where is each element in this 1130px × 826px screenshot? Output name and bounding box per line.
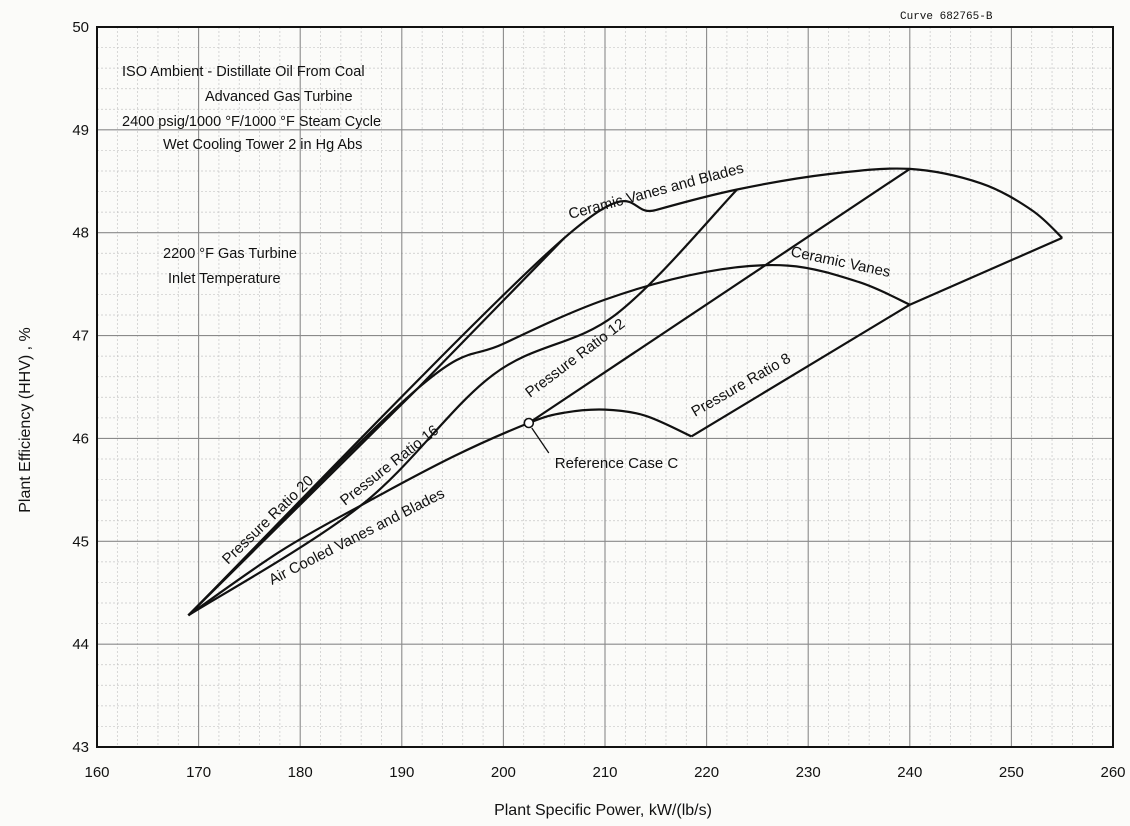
series-line-air-cooled-vanes-and-blades <box>187 408 692 617</box>
y-tick-label: 48 <box>72 225 89 242</box>
y-tick-label: 47 <box>72 328 89 345</box>
x-tick-label: 240 <box>897 764 922 781</box>
y-tick-label: 44 <box>72 636 89 653</box>
series-line-ceramic-vanes <box>187 263 911 617</box>
y-tick-label: 45 <box>72 533 89 550</box>
x-tick-label: 160 <box>84 764 109 781</box>
tick-labels: 160 170 180 190 200 210 220 230 240 250 260 43 44 45 4… <box>72 19 1125 781</box>
reference-case-c-leader <box>531 427 550 454</box>
y-axis-label: Plant Efficiency (HHV) , % <box>17 327 34 513</box>
reference-case-c-label: Reference Case C <box>555 455 679 472</box>
series-line-ceramic-vanes-and-blades <box>187 167 1063 617</box>
x-tick-label: 220 <box>694 764 719 781</box>
reference-case-c-point <box>523 417 535 429</box>
figure-id: Curve 682765-B <box>900 11 993 23</box>
label-pressure-ratio-20: Pressure Ratio 20 <box>219 472 317 568</box>
grid-major <box>97 27 1113 747</box>
note-line-2: Advanced Gas Turbine <box>205 89 353 105</box>
x-axis-label: Plant Specific Power, kW/(lb/s) <box>494 802 712 819</box>
x-tick-label: 250 <box>999 764 1024 781</box>
plot-frame <box>96 26 1114 748</box>
note-line-5: 2200 °F Gas Turbine <box>163 246 297 262</box>
x-tick-label: 230 <box>796 764 821 781</box>
x-tick-label: 210 <box>592 764 617 781</box>
x-tick-label: 180 <box>288 764 313 781</box>
series-line-pressure-ratio-8 <box>690 236 1063 438</box>
curves <box>187 167 1063 617</box>
note-line-1: ISO Ambient - Distillate Oil From Coal <box>122 64 365 80</box>
note-line-3: 2400 psig/1000 °F/1000 °F Steam Cycle <box>122 114 381 130</box>
y-tick-label: 49 <box>72 122 89 139</box>
series-line-pressure-ratio-16 <box>187 188 738 617</box>
note-line-6: Inlet Temperature <box>168 271 281 287</box>
x-tick-label: 260 <box>1100 764 1125 781</box>
x-tick-label: 170 <box>186 764 211 781</box>
x-tick-label: 190 <box>389 764 414 781</box>
series-line-pressure-ratio-12 <box>528 167 911 424</box>
y-tick-label: 50 <box>72 19 89 36</box>
x-tick-label: 200 <box>491 764 516 781</box>
y-tick-label: 46 <box>72 430 89 447</box>
y-tick-label: 43 <box>72 739 89 756</box>
series-line-pressure-ratio-20 <box>187 237 566 617</box>
note-line-4: Wet Cooling Tower 2 in Hg Abs <box>163 137 362 153</box>
